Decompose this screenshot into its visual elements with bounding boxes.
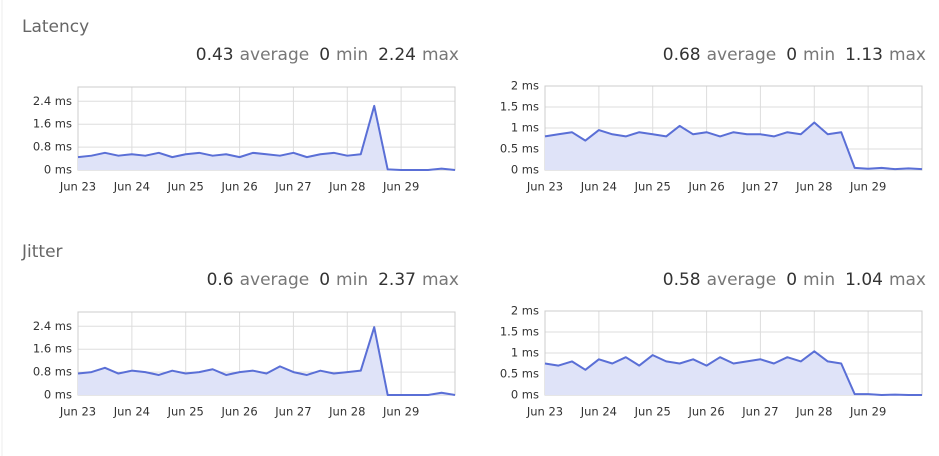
y-tick-label: 2.4 ms [33, 94, 72, 108]
x-tick-label: Jun 29 [849, 405, 886, 419]
summary-value: 0.43 [196, 45, 234, 65]
series-line [77, 326, 456, 396]
summary-label: max [889, 270, 926, 290]
series-line [544, 350, 922, 396]
y-tick-label: 0 ms [44, 388, 72, 402]
x-tick-label: Jun 25 [167, 180, 204, 194]
x-tick-label: Jun 29 [382, 180, 419, 194]
area-fill [78, 327, 455, 395]
summary-label: max [422, 270, 459, 290]
y-tick-label: 0.8 ms [33, 140, 72, 154]
x-tick-label: Jun 27 [274, 180, 311, 194]
series-line [544, 121, 923, 171]
y-tick-label: 0 ms [511, 163, 539, 177]
y-tick-label: 0.5 ms [500, 367, 539, 381]
summary-label: min [336, 45, 368, 65]
summary-label: average [240, 45, 310, 65]
x-tick-label: Jun 26 [220, 405, 257, 419]
x-tick-label: Jun 28 [795, 405, 832, 419]
summary-label: min [803, 270, 835, 290]
summary-value: 1.04 [845, 270, 883, 290]
summary-value: 0.6 [207, 270, 234, 290]
y-tick-label: 1.5 ms [500, 325, 539, 339]
summary-label: average [707, 45, 777, 65]
summary-value: 0 [319, 45, 330, 65]
series-line [77, 104, 456, 171]
y-tick-label: 1.6 ms [33, 117, 72, 131]
x-tick-label: Jun 26 [687, 405, 724, 419]
x-tick-label: Jun 27 [274, 405, 311, 419]
summary: 0.43 average 0 min 2.24 max [196, 45, 459, 65]
summary-label: average [240, 270, 310, 290]
y-tick-label: 2 ms [511, 79, 539, 93]
x-tick-label: Jun 25 [167, 405, 204, 419]
summary-label: max [422, 45, 459, 65]
y-tick-label: 0 ms [511, 388, 539, 402]
y-tick-label: 1.6 ms [33, 342, 72, 356]
y-tick-label: 1 ms [511, 121, 539, 135]
x-tick-label: Jun 23 [526, 405, 563, 419]
x-tick-label: Jun 24 [113, 405, 150, 419]
x-tick-label: Jun 23 [59, 180, 96, 194]
x-tick-label: Jun 24 [580, 405, 617, 419]
x-tick-label: Jun 26 [687, 180, 724, 194]
x-tick-label: Jun 23 [526, 180, 563, 194]
summary-value: 0 [319, 270, 330, 290]
area-fill [78, 105, 455, 170]
y-tick-label: 0.5 ms [500, 142, 539, 156]
summary: 0.6 average 0 min 2.37 max [207, 270, 459, 290]
x-tick-label: Jun 29 [849, 180, 886, 194]
y-tick-label: 1 ms [511, 346, 539, 360]
summary: 0.58 average 0 min 1.04 max [663, 270, 926, 290]
x-tick-label: Jun 27 [741, 405, 778, 419]
x-tick-label: Jun 25 [634, 405, 671, 419]
section-heading: Latency [22, 17, 89, 37]
summary-value: 0 [786, 45, 797, 65]
x-tick-label: Jun 25 [634, 180, 671, 194]
summary-label: min [336, 270, 368, 290]
summary-label: max [889, 45, 926, 65]
section-heading: Jitter [21, 242, 63, 262]
x-tick-label: Jun 28 [328, 405, 365, 419]
x-tick-label: Jun 27 [741, 180, 778, 194]
x-tick-label: Jun 24 [113, 180, 150, 194]
x-tick-label: Jun 23 [59, 405, 96, 419]
summary-value: 2.24 [378, 45, 416, 65]
y-tick-label: 0.8 ms [33, 365, 72, 379]
summary-value: 0.68 [663, 45, 701, 65]
y-tick-label: 1.5 ms [500, 100, 539, 114]
y-tick-label: 2 ms [511, 304, 539, 318]
x-tick-label: Jun 29 [382, 405, 419, 419]
summary-value: 0 [786, 270, 797, 290]
x-tick-label: Jun 26 [220, 180, 257, 194]
y-tick-label: 2.4 ms [33, 319, 72, 333]
summary-value: 0.58 [663, 270, 701, 290]
x-tick-label: Jun 28 [328, 180, 365, 194]
summary-label: average [707, 270, 777, 290]
y-tick-label: 0 ms [44, 163, 72, 177]
summary-value: 2.37 [378, 270, 416, 290]
x-tick-label: Jun 28 [795, 180, 832, 194]
summary-label: min [803, 45, 835, 65]
x-tick-label: Jun 24 [580, 180, 617, 194]
summary: 0.68 average 0 min 1.13 max [663, 45, 926, 65]
summary-value: 1.13 [845, 45, 883, 65]
